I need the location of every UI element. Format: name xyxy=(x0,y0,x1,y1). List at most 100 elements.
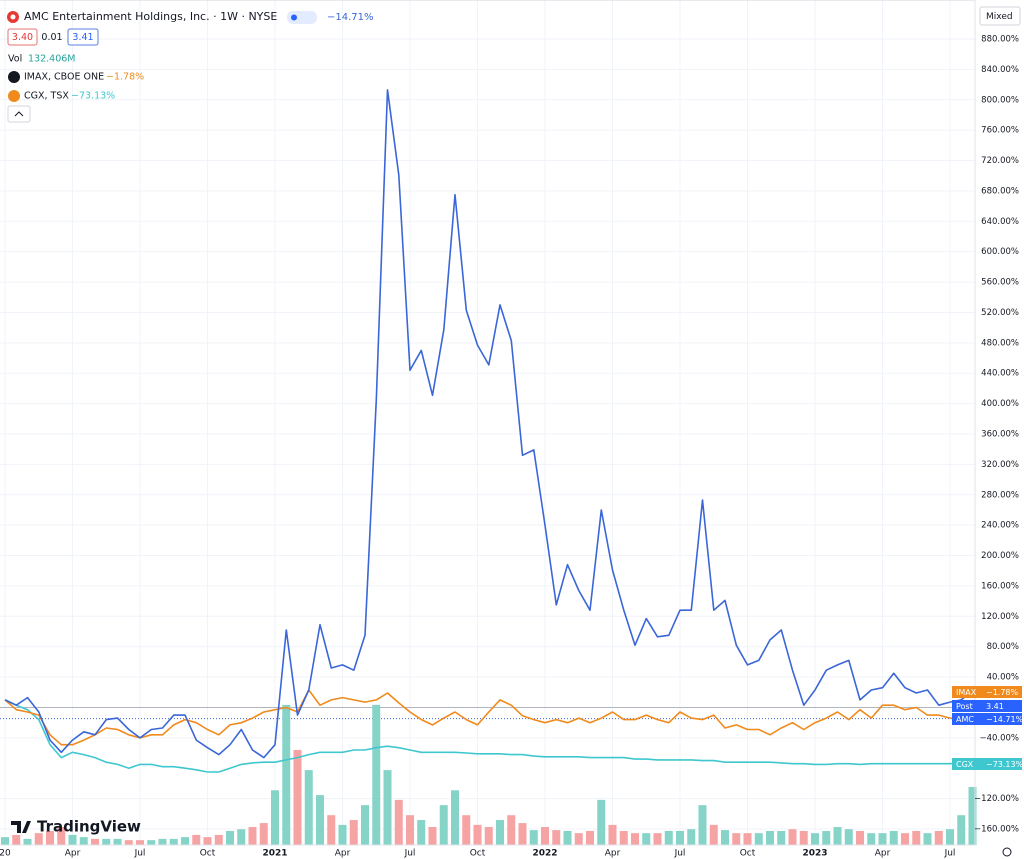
volume-bar xyxy=(473,824,482,845)
price-label-value: −1.78% xyxy=(986,688,1019,697)
volume-bar xyxy=(833,827,842,845)
volume-bar xyxy=(361,805,369,845)
volume-bar xyxy=(192,834,201,845)
volume-bar xyxy=(259,823,268,845)
x-tick-label: Jul xyxy=(404,849,416,859)
volume-bar xyxy=(968,787,977,845)
volume-bar xyxy=(889,830,898,845)
y-tick-label: 640.00% xyxy=(981,217,1019,227)
y-tick-label: 840.00% xyxy=(981,65,1019,75)
legend-entry[interactable]: IMAX, CBOE ONE xyxy=(24,72,104,83)
price-label xyxy=(952,713,1022,725)
ask-box[interactable] xyxy=(67,28,99,46)
volume-bar xyxy=(597,799,606,845)
x-tick-label: Apr xyxy=(875,849,891,859)
y-tick-label: −160.00% xyxy=(974,825,1019,835)
brand-logo xyxy=(11,821,31,833)
y-tick-label: 280.00% xyxy=(981,490,1019,500)
y-tick-label: 120.00% xyxy=(981,612,1019,622)
y-tick-label: 240.00% xyxy=(981,521,1019,531)
y-tick-label: 520.00% xyxy=(981,308,1019,318)
volume-bar xyxy=(541,827,549,845)
toggle[interactable] xyxy=(287,11,317,24)
volume-bar xyxy=(653,833,662,845)
volume-bar xyxy=(878,833,887,845)
volume-bar xyxy=(721,830,729,845)
symbol-title[interactable]: AMC Entertainment Holdings, Inc. · 1W · … xyxy=(24,10,277,23)
price-label xyxy=(952,758,1022,770)
price-label-name: AMC xyxy=(956,715,974,724)
symbol-logo xyxy=(10,14,16,20)
collapse-button[interactable] xyxy=(7,105,31,123)
volume-bar xyxy=(799,830,808,845)
x-tick-label: 2023 xyxy=(802,849,827,859)
spread: 0.01 xyxy=(41,32,62,43)
volume-bar xyxy=(844,829,853,845)
volume-bar xyxy=(743,833,752,845)
volume-bar xyxy=(766,830,774,845)
volume-bar xyxy=(293,749,302,845)
collapse-icon xyxy=(14,111,24,117)
x-tick-label: 20 xyxy=(0,849,11,859)
volume-bar xyxy=(451,790,459,845)
volume-bar xyxy=(203,837,212,845)
volume-bar xyxy=(169,838,178,845)
price-label xyxy=(952,686,1022,698)
volume-bar xyxy=(923,833,932,845)
volume-bar xyxy=(957,815,966,845)
volume-bar xyxy=(316,795,324,845)
volume-bar xyxy=(856,830,864,845)
volume-bar xyxy=(1,837,9,845)
y-tick-label: 720.00% xyxy=(981,156,1019,166)
y-tick-label: 200.00% xyxy=(981,551,1019,561)
volume-bar xyxy=(237,829,246,845)
y-tick-label: 360.00% xyxy=(981,429,1019,439)
x-tick-label: Apr xyxy=(605,849,621,859)
volume-bar xyxy=(23,838,32,845)
volume-bar xyxy=(518,823,527,845)
series-line xyxy=(4,699,973,773)
volume-bar xyxy=(698,805,707,845)
symbol-logo xyxy=(8,71,20,83)
scale-mode-button[interactable] xyxy=(979,6,1021,26)
price-label xyxy=(952,700,1022,712)
volume-bar xyxy=(754,833,763,845)
legend-panel: AMC Entertainment Holdings, Inc. · 1W · … xyxy=(7,6,1021,857)
volume-bar xyxy=(867,833,876,845)
volume-bar xyxy=(91,838,99,845)
symbol-logo xyxy=(8,90,20,102)
volume-bar xyxy=(248,827,257,845)
volume-bar xyxy=(304,770,313,845)
settings-icon[interactable] xyxy=(1002,847,1012,857)
volume-bar xyxy=(462,815,471,845)
volume-bar xyxy=(946,829,954,845)
price-label-value: 3.41 xyxy=(986,702,1004,711)
volume-bar xyxy=(271,790,279,845)
volume-bar xyxy=(338,824,347,845)
price-label-value: −14.71% xyxy=(986,715,1024,724)
bid-box[interactable] xyxy=(7,28,38,46)
y-tick-label: −120.00% xyxy=(974,794,1019,804)
toggle-icon xyxy=(291,14,297,21)
volume-bar xyxy=(124,840,133,845)
lines xyxy=(4,89,974,773)
volume-bar xyxy=(901,833,909,845)
volume-bar xyxy=(57,827,66,845)
volume-bar xyxy=(586,830,594,845)
price-label-name: CGX xyxy=(956,760,974,769)
volume-bar xyxy=(912,830,921,845)
volume-bar xyxy=(147,840,156,845)
x-tick-label: Apr xyxy=(335,849,351,859)
volume-last: 132.406M xyxy=(28,54,75,65)
legend-entry[interactable]: CGX, TSX xyxy=(24,91,69,102)
volume-bar xyxy=(439,805,448,845)
series-line xyxy=(4,689,973,746)
volume-bar xyxy=(788,829,797,845)
volume-bar xyxy=(46,830,54,845)
volume-bar xyxy=(732,833,741,845)
volume-bar xyxy=(552,830,561,845)
volume-bar xyxy=(34,833,43,845)
y-tick-label: 600.00% xyxy=(981,247,1019,257)
